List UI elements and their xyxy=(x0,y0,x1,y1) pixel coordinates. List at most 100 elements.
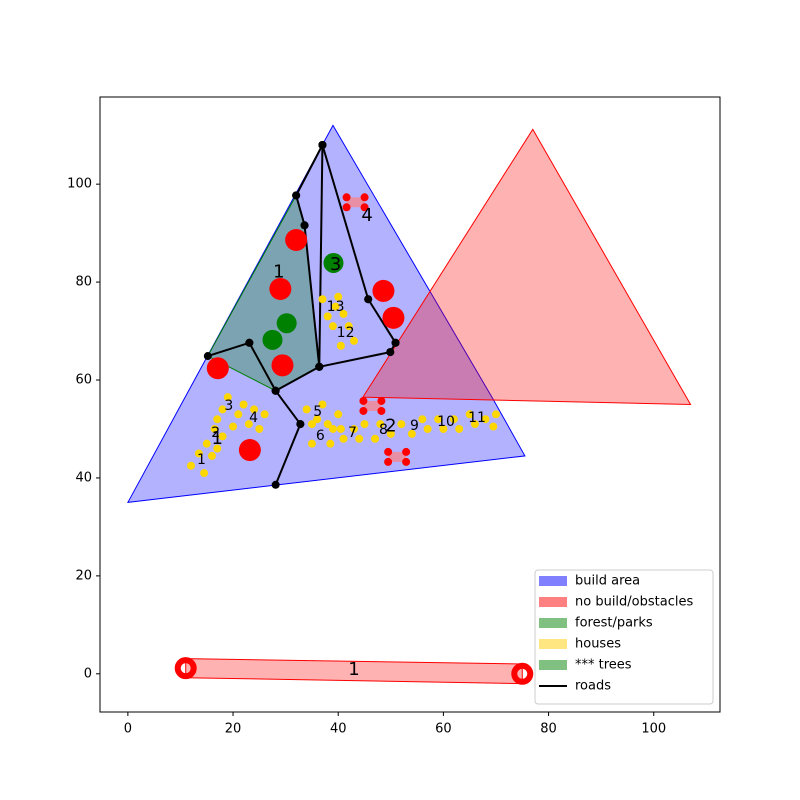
house xyxy=(349,336,358,345)
house xyxy=(339,434,348,443)
axes-frame xyxy=(99,96,721,713)
road xyxy=(303,225,321,367)
tree xyxy=(323,252,344,273)
house xyxy=(210,424,219,433)
road xyxy=(275,365,320,392)
road xyxy=(207,341,250,357)
road-node xyxy=(386,348,395,357)
tree xyxy=(262,329,283,350)
house xyxy=(418,415,427,424)
road-node xyxy=(292,191,301,200)
road-node xyxy=(296,420,305,429)
obstacle xyxy=(269,277,292,300)
house-label: 1 xyxy=(197,452,206,468)
x-tick-label: 20 xyxy=(225,722,242,737)
road xyxy=(274,390,302,425)
house xyxy=(336,424,345,433)
house xyxy=(489,422,498,431)
house xyxy=(307,439,316,448)
house-label: 2 xyxy=(211,425,220,441)
obstacle xyxy=(372,279,395,302)
zone-cap xyxy=(174,657,197,680)
house xyxy=(491,410,500,419)
small-obstacle xyxy=(363,400,382,411)
house-label: 8 xyxy=(379,422,388,438)
x-tick-label: 100 xyxy=(641,722,666,737)
x-tick-label: 60 xyxy=(435,722,452,737)
small-obstacle-dot xyxy=(360,203,369,212)
house xyxy=(302,405,311,414)
house xyxy=(465,410,474,419)
legend-swatch xyxy=(539,660,567,670)
house xyxy=(250,405,259,414)
small-obstacle-dot xyxy=(342,203,351,212)
y-tick-label: 80 xyxy=(75,275,92,290)
y-tick-label: 60 xyxy=(75,373,92,388)
no-build-zone xyxy=(362,128,692,406)
house xyxy=(313,415,322,424)
house xyxy=(328,424,337,433)
house xyxy=(481,415,490,424)
house xyxy=(239,400,248,409)
legend-label: *** trees xyxy=(575,658,632,673)
house xyxy=(423,424,432,433)
road xyxy=(274,423,302,486)
road xyxy=(367,298,397,344)
house xyxy=(349,424,358,433)
x-tick-label: 40 xyxy=(330,722,347,737)
road xyxy=(248,342,277,392)
house xyxy=(200,469,209,478)
house xyxy=(255,424,264,433)
house xyxy=(244,420,253,429)
house xyxy=(186,461,195,470)
house xyxy=(386,429,395,438)
build-area-label: 1 xyxy=(212,428,223,449)
house xyxy=(213,444,222,453)
obstacle xyxy=(285,228,308,251)
legend-label: no build/obstacles xyxy=(575,595,693,610)
road xyxy=(318,144,324,367)
house xyxy=(223,393,232,402)
small-obstacle-dot xyxy=(360,193,369,202)
house xyxy=(234,410,243,419)
house xyxy=(334,292,343,301)
road-node xyxy=(300,221,309,230)
x-tick-label: 80 xyxy=(540,722,557,737)
house xyxy=(407,429,416,438)
house-label: 5 xyxy=(313,404,322,420)
house xyxy=(208,451,217,460)
obstacle xyxy=(271,354,294,377)
road xyxy=(295,144,324,196)
road-node xyxy=(391,338,400,347)
road xyxy=(321,144,370,300)
house xyxy=(218,432,227,441)
road-node xyxy=(315,362,324,371)
house xyxy=(336,341,345,350)
legend-label: build area xyxy=(575,574,640,589)
legend-swatch xyxy=(539,618,567,628)
y-tick-label: 40 xyxy=(75,470,92,485)
tree xyxy=(276,313,297,334)
y-tick-label: 100 xyxy=(67,177,92,192)
house xyxy=(260,410,269,419)
house xyxy=(344,322,353,331)
small-obstacle xyxy=(346,197,365,208)
house xyxy=(334,410,343,419)
legend-swatch xyxy=(539,576,567,586)
house xyxy=(455,424,464,433)
house xyxy=(323,312,332,321)
house xyxy=(434,415,443,424)
y-tick-label: 20 xyxy=(75,568,92,583)
road xyxy=(319,351,391,368)
small-obstacle-dot xyxy=(384,457,393,466)
legend-label: forest/parks xyxy=(575,616,653,631)
small-obstacle-dot xyxy=(402,457,411,466)
house xyxy=(339,309,348,318)
small-obstacle-dot xyxy=(402,447,411,456)
house-label: 7 xyxy=(348,425,357,441)
house xyxy=(194,449,203,458)
zone-cap xyxy=(511,662,534,685)
house xyxy=(323,420,332,429)
legend-swatch xyxy=(539,597,567,607)
